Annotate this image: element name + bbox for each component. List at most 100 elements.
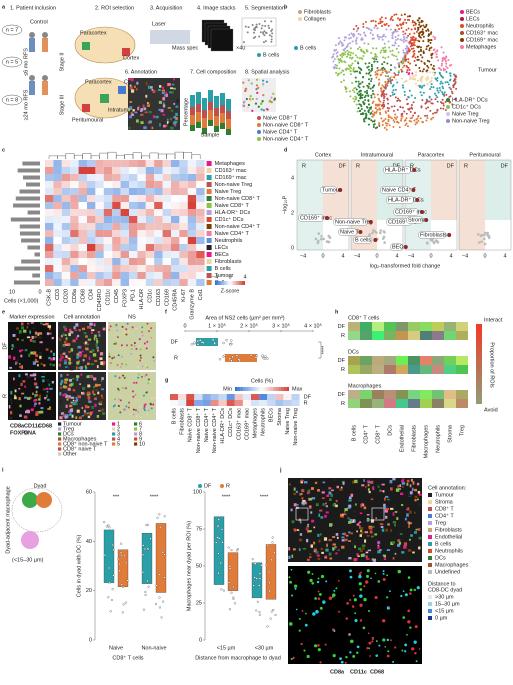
cell — [288, 483, 291, 486]
label: CD8⁺ naive T — [63, 445, 97, 452]
cell — [350, 532, 353, 535]
seg-cell — [270, 20, 273, 23]
ns-cell — [122, 374, 125, 377]
label: 8. Spatial analysis — [245, 69, 290, 75]
spatial-cell — [254, 102, 258, 105]
fluor-cell — [401, 649, 404, 652]
cell — [155, 115, 159, 119]
label: Macrophages — [348, 383, 382, 389]
colorbar — [476, 352, 482, 356]
heatmap-cell — [87, 202, 96, 209]
fluor-cell — [290, 657, 293, 661]
cell — [367, 488, 370, 491]
label: CD45 — [114, 289, 120, 303]
umap-point — [357, 66, 360, 69]
umap-point — [413, 77, 416, 80]
seg-cell — [270, 38, 273, 41]
cell — [392, 478, 396, 481]
heatmap-cell — [45, 195, 54, 202]
row-color — [206, 196, 212, 201]
umap-point — [369, 107, 372, 110]
umap-point — [380, 90, 383, 93]
ns-cell — [129, 413, 132, 416]
heatmap-cell — [95, 167, 104, 174]
jitter-point — [230, 591, 233, 594]
heatmap-cell — [154, 230, 163, 237]
jitter-point — [220, 588, 223, 591]
heatmap-cell — [170, 400, 179, 406]
heatmap-cell — [78, 272, 87, 279]
cell — [175, 112, 178, 116]
fluor-cell — [324, 643, 327, 646]
umap-point — [408, 68, 411, 71]
label: 2. ROI selection — [95, 5, 134, 11]
cell — [140, 108, 144, 112]
cell — [397, 539, 401, 542]
heatmap-cell — [348, 356, 360, 365]
umap-point — [362, 76, 365, 79]
umap-point — [425, 101, 428, 104]
heatmap-cell — [61, 237, 71, 244]
heatmap-cell — [103, 265, 113, 272]
fluor-cell — [369, 655, 371, 657]
row-color — [206, 224, 212, 229]
heatmap-cell — [70, 160, 79, 167]
umap-point — [333, 58, 336, 61]
cell — [86, 405, 90, 409]
cell — [75, 398, 79, 402]
heatmap-cell — [103, 174, 113, 181]
umap-point — [421, 70, 424, 73]
heatmap-cell — [251, 400, 260, 406]
ns-cell — [131, 326, 134, 329]
heatmap-cell — [112, 181, 121, 188]
colorbar — [476, 344, 482, 348]
fluor-cell — [320, 574, 325, 579]
ns-cell — [121, 325, 124, 328]
jitter — [228, 357, 231, 360]
umap-point — [430, 98, 433, 101]
spatial-cell — [255, 88, 258, 91]
umap-point — [368, 28, 371, 31]
heatmap-cell — [384, 365, 396, 374]
volcano-point — [379, 229, 383, 232]
spatial-cell — [243, 100, 246, 103]
legend-dot — [198, 484, 202, 488]
cell — [51, 336, 54, 340]
cell — [348, 540, 352, 542]
heatmap-cell — [408, 390, 420, 399]
cell — [348, 531, 351, 534]
heatmap-cell — [53, 167, 62, 174]
umap-point — [346, 49, 349, 52]
umap-point — [407, 34, 410, 37]
cell — [93, 397, 98, 401]
umap-point — [381, 103, 384, 106]
cell — [353, 514, 357, 517]
cell — [315, 494, 319, 497]
label: FOXP3 — [122, 289, 128, 307]
heatmap-cell — [70, 202, 79, 209]
jitter — [190, 343, 193, 346]
heatmap-cell — [61, 223, 71, 230]
cell — [330, 493, 334, 497]
fluor-cell — [332, 593, 336, 597]
umap-point — [348, 56, 351, 59]
fluor-cell — [288, 622, 293, 626]
umap-point — [366, 84, 369, 87]
umap-point — [381, 38, 384, 41]
cell — [39, 341, 43, 344]
umap-point — [341, 44, 344, 47]
umap-point — [414, 37, 417, 40]
umap-point — [382, 33, 385, 36]
umap-point — [354, 60, 357, 63]
umap-point — [406, 102, 409, 105]
umap-point — [362, 50, 365, 53]
cell — [407, 549, 412, 552]
umap-point — [415, 30, 418, 33]
volcano-point — [314, 237, 318, 241]
roi — [82, 42, 90, 50]
label: Intratumoural — [108, 107, 140, 113]
cell — [366, 558, 370, 560]
ns-cell — [117, 405, 120, 408]
jitter-point — [266, 625, 269, 628]
label: 25 — [196, 600, 202, 606]
